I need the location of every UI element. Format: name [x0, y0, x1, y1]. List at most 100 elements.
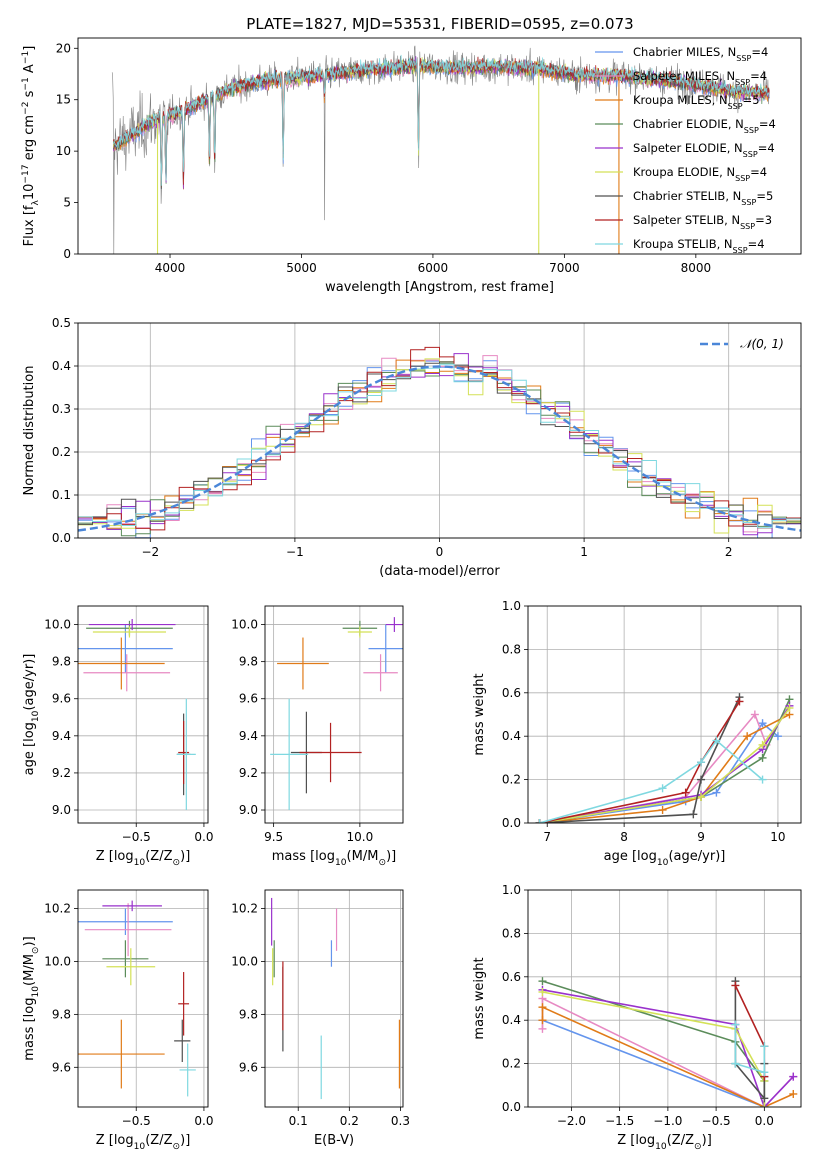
weight-vs-age-marker-5-3	[785, 703, 794, 712]
weight-vs-age-ytick-label-5: 1.0	[502, 599, 521, 613]
weight-vs-Z-marker-6-2	[760, 1094, 769, 1103]
spectrum-xlabel: wavelength [Angstrom, rest frame]	[325, 280, 554, 295]
weight-vs-age-marker-6-2	[697, 775, 706, 784]
weight-vs-Z-xlabel: Z [log10(Z/Z⊙)]	[617, 1133, 712, 1152]
mass-vs-ebv-ytick-label-2: 10.0	[231, 954, 258, 968]
weight-vs-Z-ytick-label-2: 0.4	[502, 1013, 521, 1027]
spectrum-legend-label-6: Chabrier STELIB, NSSP=5	[633, 189, 773, 207]
weight-vs-Z-ytick-label-0: 0.0	[502, 1100, 521, 1114]
spectrum-legend-label-4: Salpeter ELODIE, NSSP=4	[633, 141, 775, 159]
age-vs-Z-frame	[77, 605, 209, 824]
weight-vs-age-ytick-label-0: 0.0	[502, 816, 521, 830]
weight-vs-Z-marker-3-0	[538, 977, 547, 986]
weight-vs-Z-series-line-2	[541, 1005, 794, 1107]
weight-vs-age-marker-8-2	[697, 758, 706, 767]
residuals-xtick-label-3: 1	[580, 545, 588, 559]
residuals-legend-label: 𝒩(0, 1)	[740, 337, 784, 351]
weight-vs-age-ytick-label-2: 0.4	[502, 729, 521, 743]
weight-vs-age-series-line-7	[539, 701, 741, 823]
mass-vs-ebv-xtick-label-1: 0.2	[340, 1114, 359, 1128]
mass-vs-ebv-frame	[264, 889, 404, 1108]
weight-vs-age-xtick-label-1: 8	[620, 830, 628, 844]
residuals-histogram-5	[78, 358, 801, 534]
spectrum-frame	[77, 37, 802, 255]
spectrum-ytick-label-3: 15	[56, 93, 71, 107]
residuals-ytick-label-4: 0.4	[52, 359, 71, 373]
mass-vs-Z-ytick-label-2: 10.0	[44, 954, 71, 968]
weight-vs-Z-marker-8-2	[760, 1068, 769, 1077]
residuals-normal-curve	[78, 365, 801, 532]
mass-vs-Z-xtick-label-0: −0.5	[122, 1114, 151, 1128]
weight-vs-age-marker-3-2	[758, 753, 767, 762]
age-vs-mass-ytick-label-0: 9.0	[239, 803, 258, 817]
residuals-xtick-label-4: 2	[725, 545, 733, 559]
spectrum-legend-label-3: Chabrier ELODIE, NSSP=4	[633, 117, 776, 135]
residuals-ytick-label-3: 0.3	[52, 402, 71, 416]
residuals-ylabel: Normed distribution	[22, 366, 37, 496]
weight-vs-age-ytick-label-3: 0.6	[502, 686, 521, 700]
spectrum-legend-label-7: Salpeter STELIB, NSSP=3	[633, 213, 772, 231]
age-vs-mass-ytick-label-2: 9.4	[239, 729, 258, 743]
weight-vs-age-marker-8-1	[658, 784, 667, 793]
weight-vs-age-frame	[527, 605, 802, 824]
mass-vs-ebv-xtick-label-2: 0.3	[391, 1114, 410, 1128]
weight-vs-Z-xtick-label-0: −2.0	[557, 1114, 586, 1128]
spectrum-legend-label-8: Kroupa STELIB, NSSP=4	[633, 237, 765, 255]
weight-vs-age-xtick-label-0: 7	[543, 830, 551, 844]
weight-vs-Z-series-line-6	[734, 981, 766, 1101]
weight-vs-Z-frame	[527, 889, 802, 1108]
weight-vs-Z-marker-2-1	[538, 1003, 547, 1012]
weight-vs-Z-ytick-label-4: 0.8	[502, 926, 521, 940]
age-vs-mass-xtick-label-1: 10.0	[347, 830, 374, 844]
weight-vs-age-marker-1-2	[750, 710, 759, 719]
residuals-xtick-label-1: −1	[286, 545, 304, 559]
weight-vs-age-ytick-label-1: 0.2	[502, 773, 521, 787]
spectrum-legend-label-1: Salpeter MILES, NSSP=4	[633, 69, 767, 87]
weight-vs-Z-marker-7-0	[731, 981, 740, 990]
weight-vs-Z-series-line-4	[542, 989, 794, 1107]
spectrum-title: PLATE=1827, MJD=53531, FIBERID=0595, z=0…	[246, 15, 633, 33]
age-vs-mass-xtick-label-0: 9.5	[264, 830, 283, 844]
age-vs-Z-ytick-label-0: 9.0	[52, 803, 71, 817]
spectrum-ytick-label-1: 5	[63, 196, 71, 210]
mass-vs-Z-xlabel: Z [log10(Z/Z⊙)]	[96, 1133, 191, 1152]
residuals-ytick-label-0: 0.0	[52, 531, 71, 545]
mass-vs-Z-ylabel: mass [log10(M/M⊙)]	[22, 936, 41, 1060]
weight-vs-Z-ylabel: mass weight	[472, 957, 487, 1039]
mass-vs-Z-frame	[77, 889, 209, 1108]
spectrum-ylabel: Flux [fλ10−17 erg cm−2 s−1 A−1]	[21, 46, 41, 247]
residuals-ytick-label-2: 0.2	[52, 445, 71, 459]
weight-vs-age-marker-2-1	[658, 805, 667, 814]
mass-vs-Z-xtick-label-1: 0.0	[194, 1114, 213, 1128]
residuals-ytick-label-5: 0.5	[52, 316, 71, 330]
weight-vs-age-xtick-label-3: 10	[770, 830, 785, 844]
age-vs-Z-ylabel: age [log10(age/yr)]	[22, 654, 41, 776]
age-vs-Z-ytick-label-1: 9.2	[52, 766, 71, 780]
weight-vs-age-marker-8-3	[712, 736, 721, 745]
mass-vs-ebv-ytick-label-0: 9.6	[239, 1060, 258, 1074]
age-vs-Z-ytick-label-5: 10.0	[44, 618, 71, 632]
weight-vs-Z-marker-8-0	[731, 1020, 740, 1029]
weight-vs-Z-ytick-label-3: 0.6	[502, 970, 521, 984]
weight-vs-Z-marker-8-1	[731, 1059, 740, 1068]
weight-vs-age-marker-8-4	[758, 775, 767, 784]
weight-vs-age-marker-0-3	[758, 719, 767, 728]
weight-vs-Z-xtick-label-1: −1.5	[605, 1114, 634, 1128]
weight-vs-age-series-line-6	[539, 696, 741, 823]
mass-vs-Z-ytick-label-1: 9.8	[52, 1007, 71, 1021]
mass-vs-Z-ytick-label-0: 9.6	[52, 1060, 71, 1074]
age-vs-Z-ytick-label-3: 9.6	[52, 692, 71, 706]
weight-vs-Z-marker-8-3	[760, 1042, 769, 1051]
weight-vs-age-xlabel: age [log10(age/yr)]	[604, 849, 726, 868]
spectrum-ytick-label-2: 10	[56, 144, 71, 158]
weight-vs-Z-series-line-3	[542, 980, 766, 1107]
mass-vs-Z-ytick-label-3: 10.2	[44, 902, 71, 916]
age-vs-Z-xtick-label-0: −0.5	[122, 830, 151, 844]
spectrum-legend-label-2: Kroupa MILES, NSSP=5	[633, 93, 760, 111]
mass-vs-ebv-ytick-label-3: 10.2	[231, 902, 258, 916]
weight-vs-Z-marker-4-3	[789, 1072, 798, 1081]
residuals-xlabel: (data-model)/error	[379, 564, 500, 579]
spectrum-xtick-label-0: 4000	[155, 261, 186, 275]
weight-vs-Z-ytick-label-5: 1.0	[502, 883, 521, 897]
age-vs-Z-ytick-label-2: 9.4	[52, 729, 71, 743]
